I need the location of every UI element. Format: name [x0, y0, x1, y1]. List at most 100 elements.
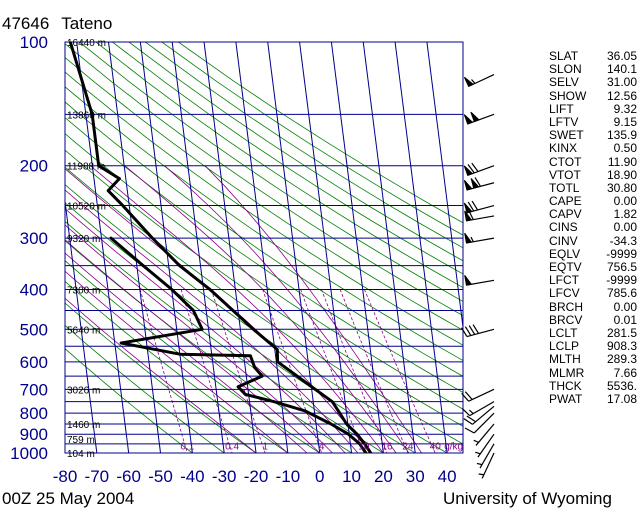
index-value: 0.00: [613, 220, 637, 235]
index-value: 31.00: [606, 75, 637, 90]
isotherm-line: [299, 42, 353, 453]
temperature-label: -50: [148, 467, 173, 486]
isotherm-line: [330, 42, 384, 453]
observation-time: 00Z 25 May 2004: [2, 489, 135, 508]
index-value: 11.90: [607, 154, 637, 169]
index-row: CTOT 11.90: [549, 154, 637, 169]
index-row: LFTV 9.15: [549, 114, 637, 129]
index-name: SHOW: [549, 88, 587, 103]
index-name: MLMR: [549, 365, 585, 380]
mixing-ratio-label: 10: [358, 442, 370, 453]
height-label: 759 m: [67, 435, 95, 446]
index-name: EQTV: [549, 260, 582, 274]
index-name: SELV: [549, 75, 579, 90]
pressure-label: 800: [20, 404, 48, 423]
wind-barb: [463, 73, 495, 88]
index-value: 12.56: [606, 88, 637, 103]
index-name: CTOT: [549, 154, 582, 169]
index-row: THCK 5536.: [549, 379, 637, 393]
wind-barb-flag: [464, 210, 473, 222]
wind-barb: [464, 275, 495, 286]
index-name: TOTL: [549, 180, 580, 195]
wind-barb: [478, 452, 495, 479]
wind-barb-staff: [468, 388, 495, 402]
index-value: 0.50: [613, 141, 637, 156]
isotherm-line: [267, 42, 321, 453]
index-value: 30.80: [606, 180, 637, 195]
moist-adiabats: [65, 165, 422, 453]
wind-barb-half: [469, 409, 474, 415]
index-row: BRCV 0.01: [549, 313, 637, 327]
index-name: VTOT: [549, 167, 581, 182]
wind-barb-flag: [470, 178, 480, 189]
index-name: LCLP: [549, 339, 580, 354]
wind-barb-flag: [463, 179, 473, 191]
wind-barb: [460, 324, 495, 338]
wind-barb: [464, 232, 495, 244]
mixing-ratio-lines: [139, 289, 436, 453]
index-row: LFCV 785.6: [549, 287, 637, 300]
index-value: -9999: [606, 273, 637, 288]
wind-barb: [473, 423, 495, 446]
wind-barb: [461, 388, 495, 402]
dry-adiabat-line: [65, 202, 416, 453]
index-name: EQLV: [549, 246, 581, 261]
height-label: 7300 m: [67, 285, 100, 296]
wind-barb-half: [478, 473, 484, 476]
mixing-ratio-label: 4: [319, 442, 325, 453]
mixing-ratio-label: 24: [402, 442, 414, 453]
pressure-label: 600: [20, 353, 48, 372]
isotherm-line: [171, 42, 225, 453]
isotherm-line: [203, 42, 257, 453]
wind-barb-staff: [477, 433, 495, 458]
isotherm-line: [362, 42, 416, 453]
wind-barb-full: [464, 391, 473, 400]
wind-barb-half: [473, 439, 479, 443]
temperature-label: 20: [374, 467, 393, 486]
index-row: LFCT -9999: [549, 273, 637, 288]
wind-barb-staff: [475, 423, 495, 446]
temperature-label: 10: [342, 467, 361, 486]
index-value: 9.15: [613, 114, 637, 129]
index-row: KINX 0.50: [549, 142, 637, 155]
mixing-ratio-label: 40: [430, 442, 442, 453]
wind-barb-full: [474, 177, 481, 187]
temperature-label: -40: [180, 467, 205, 486]
index-row: SHOW 12.56: [549, 88, 637, 103]
index-name: CINS: [549, 220, 578, 235]
temperature-label: 0: [315, 467, 324, 486]
index-row: TOTL 30.80: [549, 180, 637, 195]
moist-adiabat-line: [124, 165, 397, 453]
index-value: 1.82: [613, 207, 637, 222]
wind-barb-flag: [464, 275, 473, 286]
index-name: LFCV: [549, 286, 580, 301]
temperature-label: 30: [406, 467, 425, 486]
wind-barb-full: [471, 162, 479, 172]
station-id: 47646: [2, 14, 50, 33]
pressure-label: 300: [20, 229, 48, 248]
index-value: 785.6: [606, 286, 637, 301]
index-name: CINV: [549, 233, 578, 248]
mixing-ratio-label: 1: [262, 442, 268, 453]
temperature-trace: [68, 42, 373, 453]
index-name: LFCT: [549, 273, 579, 288]
wind-barb-full: [468, 325, 476, 335]
wind-barb-full: [471, 200, 479, 211]
wind-barb: [464, 210, 495, 222]
index-row: LCLT 281.5: [549, 326, 637, 340]
wind-barb-half: [475, 451, 481, 455]
source-credit: University of Wyoming: [443, 489, 612, 508]
index-row: LCLP 908.3: [549, 339, 637, 354]
height-label: 3026 m: [67, 385, 100, 396]
index-row: CAPE 0.00: [549, 194, 637, 208]
index-value: 135.9: [606, 128, 637, 143]
index-value: 36.05: [606, 49, 637, 63]
wind-barb: [476, 443, 495, 469]
index-value: -34.3: [609, 233, 637, 248]
isotherm-line: [108, 42, 162, 453]
index-value: 7.66: [613, 365, 637, 380]
wind-barb-staff: [466, 328, 495, 338]
index-name: SWET: [549, 128, 584, 143]
pressure-label: 100: [20, 33, 48, 52]
height-label: 11988 m: [67, 162, 105, 173]
